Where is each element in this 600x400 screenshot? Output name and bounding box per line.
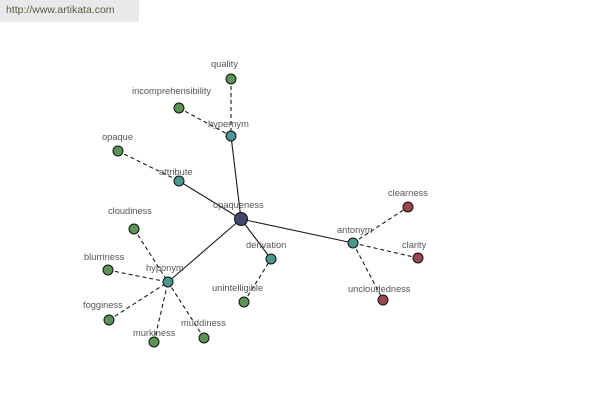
- svg-text:fogginess: fogginess: [83, 300, 123, 310]
- svg-text:unintelligible: unintelligible: [212, 283, 263, 293]
- svg-text:blurriness: blurriness: [84, 252, 125, 262]
- svg-text:antonym: antonym: [337, 225, 373, 235]
- svg-text:uncloudedness: uncloudedness: [348, 284, 411, 294]
- svg-text:clearness: clearness: [388, 188, 428, 198]
- svg-text:hypernym: hypernym: [208, 119, 249, 129]
- svg-text:clarity: clarity: [402, 240, 427, 250]
- svg-text:cloudiness: cloudiness: [108, 206, 152, 216]
- svg-text:opaque: opaque: [102, 132, 133, 142]
- svg-text:murkiness: murkiness: [133, 328, 176, 338]
- svg-text:attribute: attribute: [159, 167, 193, 177]
- svg-text:derivation: derivation: [246, 240, 286, 250]
- svg-text:quality: quality: [211, 59, 238, 69]
- svg-text:incomprehensibility: incomprehensibility: [132, 86, 211, 96]
- svg-text:hyponym: hyponym: [146, 263, 184, 273]
- svg-text:muddiness: muddiness: [181, 318, 226, 328]
- svg-text:opaqueness: opaqueness: [213, 200, 264, 210]
